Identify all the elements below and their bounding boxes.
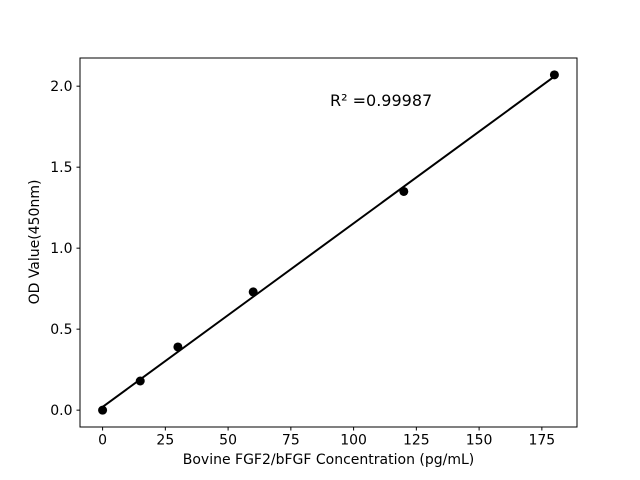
trend-line bbox=[101, 75, 556, 408]
y-tick-label: 2.0 bbox=[50, 79, 72, 95]
data-point bbox=[173, 342, 183, 352]
x-tick-label: 50 bbox=[219, 433, 237, 449]
axes-frame bbox=[79, 57, 578, 428]
y-tick-label: 1.5 bbox=[50, 160, 72, 176]
y-tick-label: 1.0 bbox=[50, 241, 72, 257]
x-tick-label: 100 bbox=[340, 433, 367, 449]
r-squared-annotation: R² =0.99987 bbox=[330, 91, 433, 110]
data-point bbox=[98, 405, 108, 415]
x-tick-label: 75 bbox=[282, 433, 300, 449]
y-axis-label: OD Value(450nm) bbox=[27, 179, 43, 305]
x-tick-label: 150 bbox=[466, 433, 493, 449]
data-point bbox=[248, 287, 258, 297]
x-tick-label: 125 bbox=[403, 433, 430, 449]
data-point bbox=[135, 376, 145, 386]
x-tick-label: 175 bbox=[528, 433, 555, 449]
y-tick-label: 0.5 bbox=[50, 322, 72, 338]
x-tick-label: 25 bbox=[156, 433, 174, 449]
x-axis-label: Bovine FGF2/bFGF Concentration (pg/mL) bbox=[182, 452, 475, 468]
data-point bbox=[549, 70, 559, 80]
y-tick-label: 0.0 bbox=[50, 403, 72, 419]
data-point bbox=[399, 186, 409, 196]
x-tick-label: 0 bbox=[98, 433, 107, 449]
